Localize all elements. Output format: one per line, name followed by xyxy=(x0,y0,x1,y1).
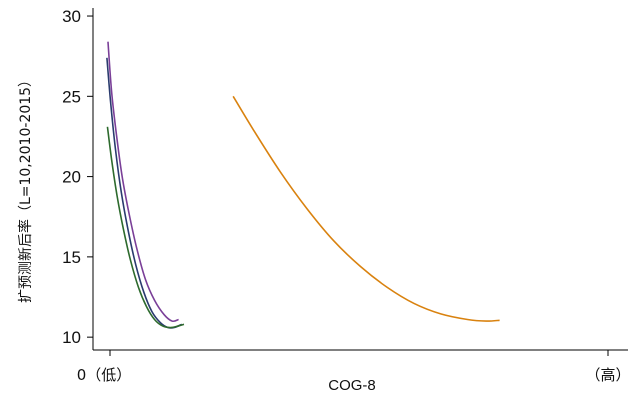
axes xyxy=(92,8,628,351)
y-tick-label: 25 xyxy=(62,87,81,106)
series-group xyxy=(106,41,500,329)
x-tick-label: （高） xyxy=(585,366,630,384)
y-tick-label: 20 xyxy=(62,168,81,187)
y-tick-label: 10 xyxy=(62,328,81,347)
y-axis-title: 扩预测新后率（L=10,2010-2015） xyxy=(17,73,34,303)
x-tick-label: 0（低） xyxy=(77,366,132,384)
series-line-3 xyxy=(106,126,185,329)
series-line-4 xyxy=(232,95,500,322)
series-line-1 xyxy=(107,41,179,323)
y-tick-label: 30 xyxy=(62,7,81,26)
x-ticks: 0（低） （高） xyxy=(77,350,631,384)
y-ticks: 10 15 20 25 30 xyxy=(62,7,93,347)
series-line-2 xyxy=(106,57,183,329)
y-tick-label: 15 xyxy=(62,248,81,267)
x-axis-title: COG-8 xyxy=(328,377,376,394)
